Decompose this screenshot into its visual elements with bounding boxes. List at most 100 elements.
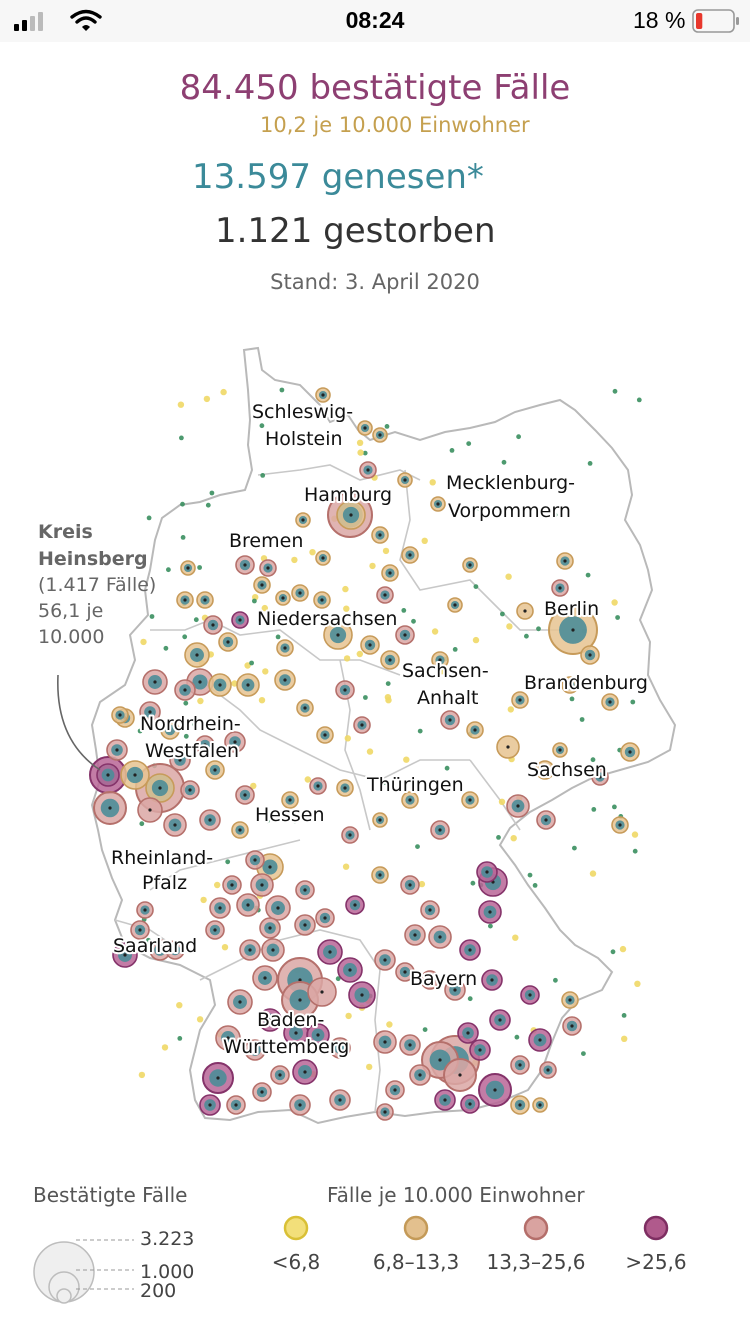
minor-district-dot bbox=[163, 645, 169, 651]
legend-size-title: Bestätigte Fälle bbox=[33, 1183, 188, 1207]
minor-district-dot bbox=[496, 835, 501, 840]
minor-district-dot bbox=[452, 647, 458, 652]
district-center-dot bbox=[123, 953, 127, 957]
district-center-dot bbox=[568, 683, 572, 687]
district-center-dot bbox=[148, 808, 152, 812]
district-center-dot bbox=[468, 563, 472, 567]
minor-district-dot bbox=[260, 473, 266, 478]
minor-district-dot bbox=[438, 668, 445, 675]
district-center-dot bbox=[518, 1103, 522, 1107]
minor-district-dot bbox=[146, 937, 151, 943]
minor-district-dot bbox=[507, 706, 514, 713]
district-center-dot bbox=[153, 680, 157, 684]
minor-district-dot bbox=[536, 626, 541, 632]
district-center-dot bbox=[260, 883, 264, 887]
minor-district-dot bbox=[527, 872, 533, 878]
district-center-dot bbox=[506, 745, 510, 749]
district-center-dot bbox=[233, 740, 237, 744]
minor-district-dot bbox=[401, 608, 407, 613]
legend-swatch-1 bbox=[283, 1215, 309, 1241]
minor-district-dot bbox=[180, 535, 186, 540]
district-center-dot bbox=[360, 723, 364, 727]
district-center-dot bbox=[336, 633, 340, 637]
minor-district-dot bbox=[205, 502, 211, 508]
district-center-dot bbox=[366, 468, 370, 472]
minor-district-dot bbox=[221, 944, 229, 951]
district-center-dot bbox=[106, 773, 110, 777]
district-center-dot bbox=[238, 1000, 242, 1004]
minor-district-dot bbox=[137, 728, 143, 734]
legend-size-circles bbox=[33, 1239, 134, 1304]
minor-district-dot bbox=[500, 611, 505, 617]
minor-district-dot bbox=[196, 1016, 204, 1023]
district-center-dot bbox=[213, 768, 217, 772]
district-center-dot bbox=[246, 903, 250, 907]
district-center-dot bbox=[243, 563, 247, 567]
district-center-dot bbox=[168, 728, 172, 732]
district-center-dot bbox=[320, 990, 324, 994]
district-center-dot bbox=[468, 798, 472, 802]
callout-rate-2: 10.000 bbox=[38, 626, 104, 648]
district-center-dot bbox=[260, 1090, 264, 1094]
district-center-dot bbox=[213, 928, 217, 932]
label-rheinland-pfalz-1: Rheinland- bbox=[111, 847, 213, 869]
district-center-dot bbox=[271, 948, 275, 952]
district-center-dot bbox=[438, 935, 442, 939]
label-sachsen-anhalt-2: Anhalt bbox=[417, 687, 478, 709]
district-center-dot bbox=[598, 775, 602, 779]
callout-leader-line bbox=[57, 674, 101, 771]
callout-title-1: Kreis bbox=[38, 521, 93, 543]
minor-district-dot bbox=[197, 697, 204, 705]
minor-district-dot bbox=[579, 717, 585, 722]
district-center-dot bbox=[248, 948, 252, 952]
district-center-dot bbox=[218, 683, 222, 687]
minor-district-dot bbox=[418, 880, 426, 888]
district-center-dot bbox=[288, 798, 292, 802]
district-center-dot bbox=[468, 948, 472, 952]
district-center-dot bbox=[298, 998, 302, 1002]
district-center-dot bbox=[138, 928, 142, 932]
minor-district-dot bbox=[621, 1013, 627, 1018]
minor-district-dot bbox=[415, 844, 420, 849]
district-center-dot bbox=[443, 1098, 447, 1102]
minor-district-dot bbox=[304, 776, 311, 783]
minor-district-dot bbox=[421, 537, 428, 544]
minor-district-dot bbox=[265, 818, 271, 824]
district-center-dot bbox=[218, 906, 222, 910]
legend-swatch-3 bbox=[523, 1215, 549, 1241]
callout-title-2: Heinsberg bbox=[38, 548, 148, 570]
minor-district-dot bbox=[473, 584, 479, 589]
district-center-dot bbox=[283, 646, 287, 650]
label-nrw-2: Westfalen bbox=[145, 740, 239, 762]
district-center-dot bbox=[403, 478, 407, 482]
district-center-dot bbox=[544, 818, 548, 822]
minor-district-dot bbox=[316, 440, 323, 448]
district-center-dot bbox=[478, 1048, 482, 1052]
minor-district-dot bbox=[343, 655, 351, 662]
district-center-dot bbox=[570, 1024, 574, 1028]
minor-district-dot bbox=[506, 623, 513, 630]
minor-district-dot bbox=[209, 490, 215, 496]
district-center-dot bbox=[294, 1031, 298, 1035]
minor-district-dot bbox=[444, 765, 450, 771]
minor-district-dot bbox=[193, 617, 199, 623]
district-center-dot bbox=[618, 823, 622, 827]
district-center-dot bbox=[428, 908, 432, 912]
minor-district-dot bbox=[581, 1051, 586, 1056]
district-center-dot bbox=[343, 688, 347, 692]
label-brandenburg: Brandenburg bbox=[524, 672, 648, 694]
district-center-dot bbox=[108, 806, 112, 810]
minor-district-dot bbox=[342, 585, 349, 593]
district-center-dot bbox=[173, 823, 177, 827]
minor-district-dot bbox=[615, 615, 620, 620]
data-date: Stand: 3. April 2020 bbox=[270, 270, 480, 294]
district-center-dot bbox=[408, 883, 412, 887]
minor-district-dot bbox=[552, 512, 558, 518]
district-center-dot bbox=[408, 798, 412, 802]
legend-cat-3: 13,3–25,6 bbox=[486, 1250, 586, 1274]
label-bayern: Bayern bbox=[410, 968, 477, 990]
district-center-dot bbox=[148, 710, 152, 714]
label-nrw-1: Nordrhein- bbox=[140, 713, 241, 735]
district-center-dot bbox=[438, 828, 442, 832]
minor-district-dot bbox=[197, 565, 203, 570]
